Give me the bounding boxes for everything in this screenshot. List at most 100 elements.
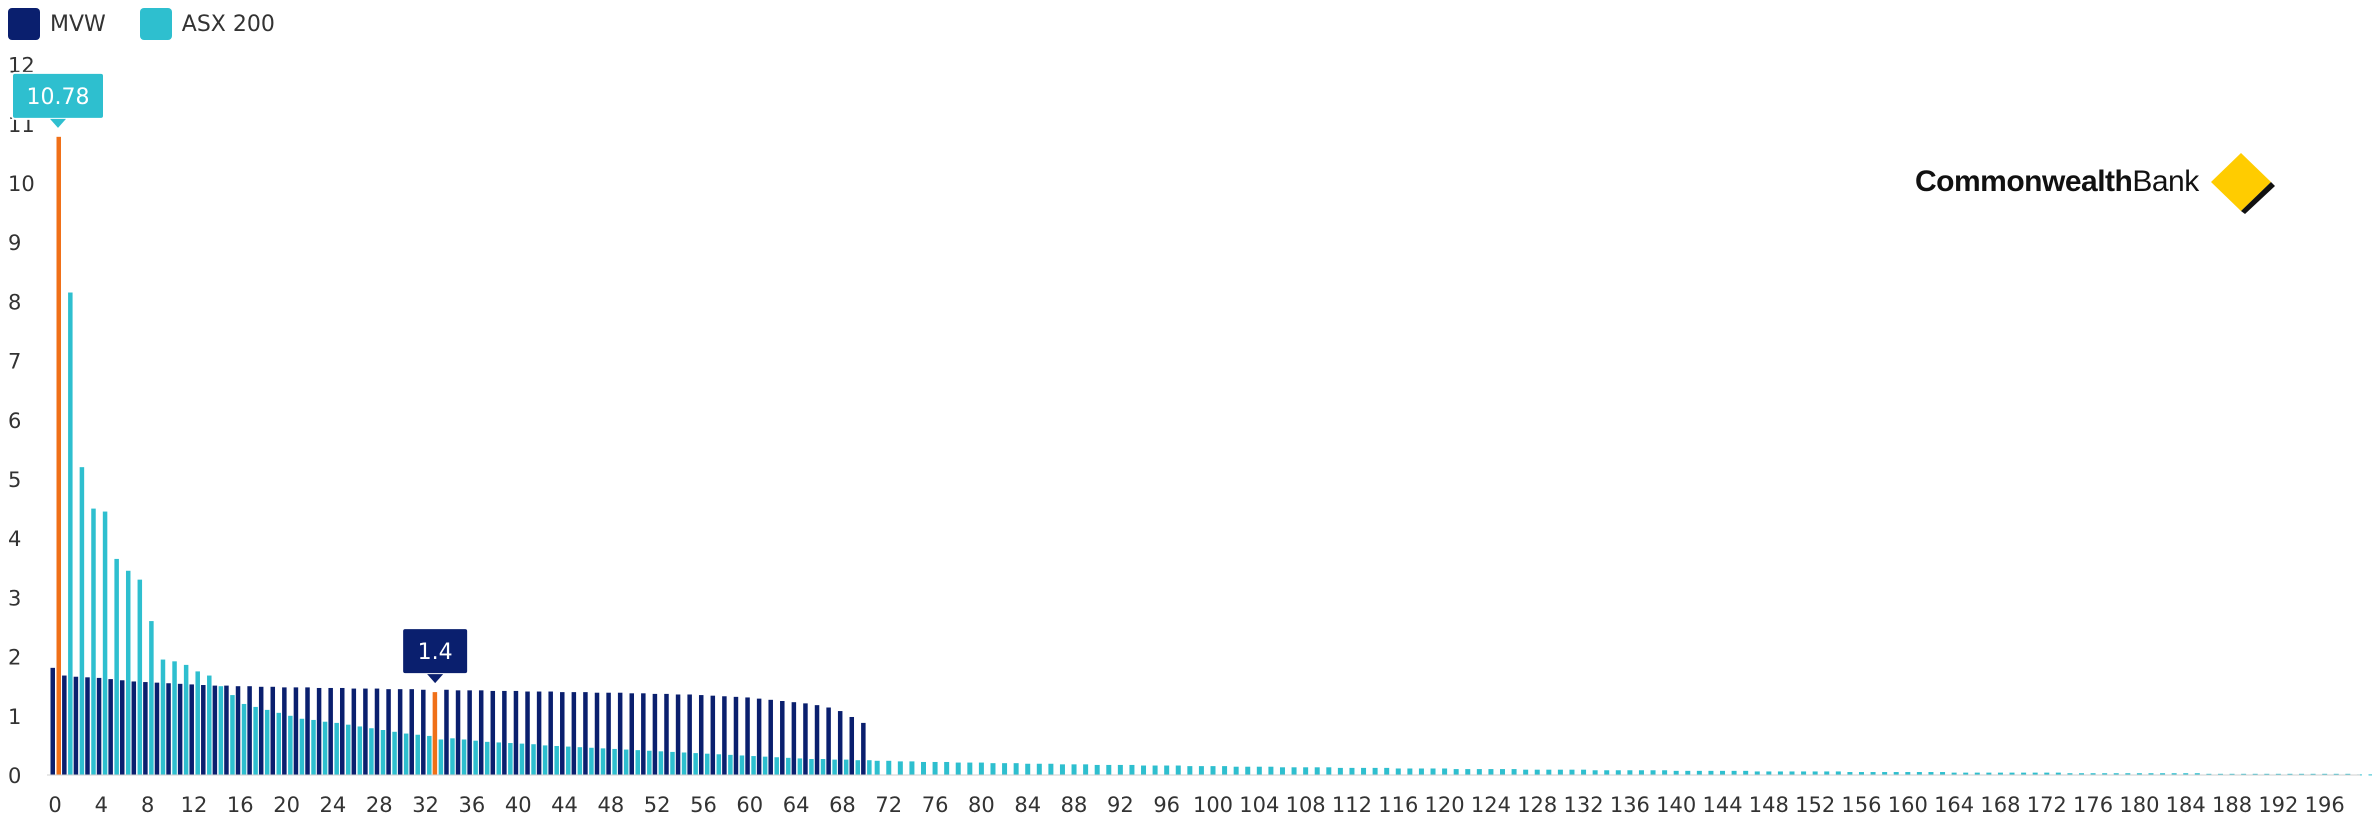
bar-asx200 <box>1685 770 1691 775</box>
bar-asx200 <box>704 753 710 775</box>
bar-mvw <box>548 691 553 775</box>
x-tick-label: 144 <box>1702 793 1742 817</box>
legend-item-mvw[interactable]: MVW <box>8 8 106 40</box>
bar-asx200 <box>2333 773 2339 775</box>
bar-mvw <box>733 696 739 775</box>
bar-asx200 <box>1754 771 1760 775</box>
bar-asx200 <box>751 756 756 775</box>
bar-mvw <box>409 689 414 775</box>
bar-mvw <box>560 692 565 775</box>
bar-asx200 <box>1059 764 1065 775</box>
bar-asx200 <box>1187 766 1193 775</box>
bar-mvw <box>96 677 102 775</box>
x-tick-label: 104 <box>1239 793 1279 817</box>
bar-asx200 <box>1048 763 1054 775</box>
bar-asx200 <box>461 739 467 775</box>
bar-asx200 <box>1673 770 1679 775</box>
bar-asx200 <box>2206 773 2212 775</box>
bar-mvw <box>652 693 658 775</box>
bar-asx200 <box>1164 765 1170 775</box>
bar-asx200 <box>612 748 617 775</box>
bar-asx200 <box>137 579 143 775</box>
tooltip-pointer <box>50 118 66 128</box>
bar-asx200 <box>1361 767 1367 775</box>
bar-asx200 <box>1789 771 1795 775</box>
bar-mvw <box>316 687 322 775</box>
legend-item-asx200[interactable]: ASX 200 <box>139 8 275 40</box>
bar-asx200 <box>496 742 502 775</box>
bar-asx200 <box>897 761 903 775</box>
bar-asx200 <box>1928 772 1934 775</box>
bar-mvw <box>791 702 797 775</box>
bar-mvw <box>293 687 299 775</box>
bar-asx200 <box>1696 770 1702 775</box>
x-tick-label: 136 <box>1610 793 1650 817</box>
bar-asx200 <box>264 709 270 775</box>
bar-asx200 <box>909 761 915 775</box>
bar-asx200 <box>2310 773 2316 775</box>
y-tick-label: 1 <box>8 705 21 729</box>
bar-asx200 <box>1916 772 1922 775</box>
bar-mvw <box>189 684 194 775</box>
bar-mvw <box>351 688 357 775</box>
x-tick-label: 192 <box>2258 793 2298 817</box>
bar-asx200 <box>473 740 478 775</box>
logo-wordmark: CommonwealthBank <box>1915 165 2199 198</box>
bar-asx200 <box>484 741 490 775</box>
x-tick-label: 60 <box>736 793 763 817</box>
bar-asx200 <box>1314 767 1320 775</box>
bar-asx200 <box>1222 766 1228 775</box>
bar-asx200 <box>1117 764 1123 775</box>
bar-mvw <box>780 701 785 775</box>
bar-asx200 <box>1708 770 1714 775</box>
bar-asx200 <box>1372 767 1378 775</box>
bar-asx200 <box>1430 768 1436 775</box>
bar-asx200 <box>1662 770 1668 775</box>
bar-mvw <box>722 696 727 775</box>
bar-asx200 <box>2194 773 2200 775</box>
bar-asx200 <box>955 762 961 775</box>
bar-mvw <box>849 716 855 775</box>
bar-asx200 <box>774 757 779 775</box>
x-tick-label: 180 <box>2119 793 2159 817</box>
bar-asx200 <box>1893 772 1899 775</box>
bar-asx200 <box>1963 772 1969 775</box>
bar-asx200 <box>1002 763 1008 775</box>
x-tick-label: 100 <box>1193 793 1233 817</box>
bar-asx200 <box>1418 768 1424 775</box>
bar-asx200 <box>299 718 305 775</box>
x-tick-label: 52 <box>644 793 671 817</box>
bar-mvw <box>212 685 218 775</box>
y-tick-label: 7 <box>8 350 21 374</box>
bar-mvw <box>756 698 762 775</box>
bar-asx200 <box>1638 770 1644 775</box>
bar-mvw <box>826 707 831 775</box>
bar-asx200 <box>1083 764 1089 775</box>
x-tick-label: 124 <box>1471 793 1511 817</box>
x-tick-label: 68 <box>829 793 856 817</box>
bar-asx200 <box>542 745 548 775</box>
bar-mvw <box>224 685 229 775</box>
bar-mvw <box>444 689 449 775</box>
x-tick-label: 108 <box>1286 793 1326 817</box>
x-tick-label: 80 <box>968 793 995 817</box>
bar-asx200 <box>554 745 559 775</box>
bar-mvw <box>745 697 750 775</box>
y-tick-label: 4 <box>8 527 21 551</box>
bar-asx200 <box>1557 769 1563 775</box>
bar-asx200 <box>820 759 826 775</box>
bar-mvw <box>73 676 79 775</box>
bar-asx200 <box>125 570 131 775</box>
bar-asx200 <box>1546 769 1552 775</box>
bar-asx200 <box>1882 772 1888 775</box>
bar-asx200 <box>1766 771 1772 775</box>
x-tick-label: 32 <box>412 793 439 817</box>
bar-mvw <box>617 692 623 775</box>
tooltip-pointer <box>427 674 444 684</box>
bar-asx200 <box>1488 769 1494 775</box>
bar-asx200 <box>670 751 675 775</box>
bar-asx200 <box>867 760 872 775</box>
bar-asx200 <box>79 467 85 775</box>
bar-asx200 <box>1777 771 1783 775</box>
